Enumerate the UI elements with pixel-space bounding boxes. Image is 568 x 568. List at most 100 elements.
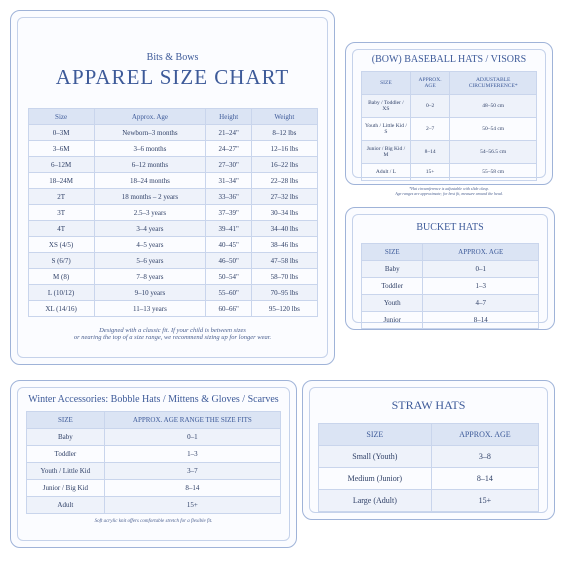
cell: 2.5–3 years xyxy=(93,204,207,221)
table: SIZE APPROX. AGE RANGE THE SIZE FITS Baby 0… xyxy=(26,411,282,514)
row: Junior 8–14 xyxy=(360,311,539,329)
cell: 50–54" xyxy=(205,268,253,285)
cell: 31–34" xyxy=(205,172,253,189)
cell: 0–1 xyxy=(422,260,539,278)
cell: 55–58 cm xyxy=(449,163,537,181)
cell: Baby xyxy=(360,260,424,278)
cell: 0–2 xyxy=(409,94,451,118)
cell: 8–14 xyxy=(409,140,451,164)
row: Youth / Little Kid 3–7 xyxy=(26,462,282,480)
straw-panel: STRAW HATS SIZE APPROX. AGE Small (Youth) 3… xyxy=(302,380,555,520)
cell: 15+ xyxy=(103,496,282,514)
cell: Baby / Toddler / XS xyxy=(361,94,411,118)
cell: Toddler xyxy=(26,445,105,463)
cell: 7–8 years xyxy=(93,268,207,285)
row: Baby / Toddler / XS 0–2 48–50 cm xyxy=(361,94,537,118)
cell: 15+ xyxy=(430,489,540,512)
cell: 60–66" xyxy=(205,300,253,317)
cell: 27–30" xyxy=(205,156,253,173)
cell: 0–1 xyxy=(103,428,282,446)
row: 3–6M 3–6 months 24–27" 12–16 lbs xyxy=(27,140,318,157)
cell: Newborn–3 months xyxy=(93,124,207,141)
row: L (10/12) 9–10 years 55–60" 70–95 lbs xyxy=(27,284,318,301)
cell: 6–12 months xyxy=(93,156,207,173)
cell: 18 months – 2 years xyxy=(93,188,207,205)
cell: Large (Adult) xyxy=(318,489,432,512)
note: Soft acrylic knit offers comfortable str… xyxy=(95,519,213,524)
note-line: or nearing the top of a size range, we r… xyxy=(73,334,272,341)
bucket-panel: BUCKET HATS SIZE APPROX. AGE Baby 0–1 Toddle… xyxy=(345,207,555,330)
apparel-panel: Bits & Bows APPAREL SIZE CHART Size Appro… xyxy=(10,10,335,365)
cell: 40–45" xyxy=(205,236,253,253)
title: Winter Accessories: Bobble Hats / Mitten… xyxy=(28,394,279,405)
row: 0–3M Newborn–3 months 21–24" 8–12 lbs xyxy=(27,124,318,141)
row: Adult / L 15+ 55–58 cm xyxy=(361,163,537,181)
row: Toddler 1–3 xyxy=(26,445,282,463)
cell: 11–13 years xyxy=(93,300,207,317)
header-cell: Height xyxy=(205,108,253,125)
table: SIZE APPROX. AGE Baby 0–1 Toddler 1–3 Youth 4–7… xyxy=(360,243,539,329)
cell: 15+ xyxy=(409,163,451,181)
cell: 3–4 years xyxy=(93,220,207,237)
row: Youth / Little Kid / S 2–7 50–54 cm xyxy=(361,117,537,141)
cell: 3T xyxy=(27,204,95,221)
cell: 3–6M xyxy=(27,140,95,157)
cell: 4–5 years xyxy=(93,236,207,253)
row: 6–12M 6–12 months 27–30" 16–22 lbs xyxy=(27,156,318,173)
cell: 2–7 xyxy=(409,117,451,141)
note-line: Age ranges are approximate; for best fit… xyxy=(395,191,503,196)
cell: 70–95 lbs xyxy=(251,284,318,301)
cell: 54–56.5 cm xyxy=(449,140,537,164)
row: Junior / Big Kid / M 8–14 54–56.5 cm xyxy=(361,140,537,164)
cell: Baby xyxy=(26,428,105,446)
cell: Adult xyxy=(26,496,105,514)
header-cell: Approx. Age xyxy=(93,108,207,125)
cell: 24–27" xyxy=(205,140,253,157)
cell: Junior / Big Kid xyxy=(26,479,105,497)
row: 2T 18 months – 2 years 33–36" 27–32 lbs xyxy=(27,188,318,205)
cell: Youth / Little Kid / S xyxy=(361,117,411,141)
cell: 3–6 months xyxy=(93,140,207,157)
cell: 46–50" xyxy=(205,252,253,269)
note-line: Designed with a classic fit. If your chi… xyxy=(99,327,246,334)
cell: 6–12M xyxy=(27,156,95,173)
row: Adult 15+ xyxy=(26,496,282,514)
header-cell: APPROX. AGE xyxy=(422,243,539,261)
header-row: SIZE APPROX. AGE RANGE THE SIZE FITS xyxy=(26,411,282,429)
cell: 4T xyxy=(27,220,95,237)
row: 3T 2.5–3 years 37–39" 30–34 lbs xyxy=(27,204,318,221)
cell: 8–14 xyxy=(103,479,282,497)
header-cell: ADJUSTABLE CIRCUMFERENCE* xyxy=(449,71,537,95)
header-row: Size Approx. Age Height Weight xyxy=(27,108,318,125)
cell: 95–120 lbs xyxy=(251,300,318,317)
cell: XL (14/16) xyxy=(27,300,95,317)
cell: 18–24M xyxy=(27,172,95,189)
cell: Toddler xyxy=(360,277,424,295)
cell: 34–40 lbs xyxy=(251,220,318,237)
cell: M (8) xyxy=(27,268,95,285)
note: Designed with a classic fit. If your chi… xyxy=(74,327,271,341)
header-cell: SIZE xyxy=(361,71,411,95)
row: Toddler 1–3 xyxy=(360,277,539,295)
note: *Hat circumference is adjustable with sl… xyxy=(395,186,503,196)
cell: Youth xyxy=(360,294,424,312)
table: SIZE APPROX. AGE ADJUSTABLE CIRCUMFERENCE*… xyxy=(361,71,537,181)
winter-panel: Winter Accessories: Bobble Hats / Mitten… xyxy=(10,380,297,548)
row: Youth 4–7 xyxy=(360,294,539,312)
row: Junior / Big Kid 8–14 xyxy=(26,479,282,497)
cell: 9–10 years xyxy=(93,284,207,301)
cell: Small (Youth) xyxy=(318,445,432,468)
cell: 4–7 xyxy=(422,294,539,312)
cell: 8–14 xyxy=(430,467,540,490)
cell: XS (4/5) xyxy=(27,236,95,253)
note-line: Soft acrylic knit offers comfortable str… xyxy=(94,519,213,524)
row: Baby 0–1 xyxy=(26,428,282,446)
row: XL (14/16) 11–13 years 60–66" 95–120 lbs xyxy=(27,300,318,317)
header-cell: APPROX. AGE xyxy=(409,71,451,95)
row: Small (Youth) 3–8 xyxy=(318,445,540,468)
cell: Medium (Junior) xyxy=(318,467,432,490)
note-line: *Hat circumference is adjustable with sl… xyxy=(409,186,489,191)
cell: 27–32 lbs xyxy=(251,188,318,205)
header-row: SIZE APPROX. AGE xyxy=(318,423,540,446)
